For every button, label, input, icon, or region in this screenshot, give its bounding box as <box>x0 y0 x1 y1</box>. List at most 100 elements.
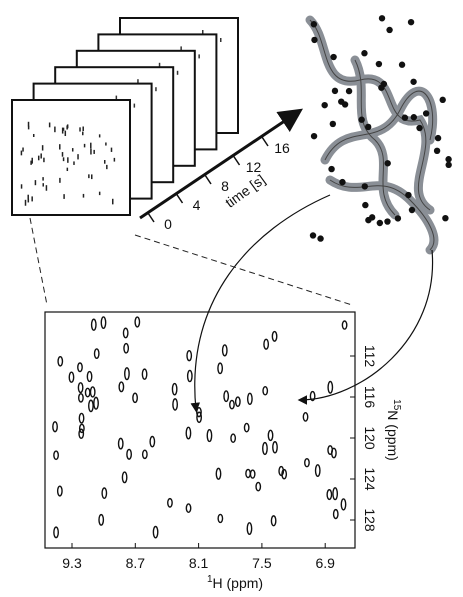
peak-small <box>99 134 101 137</box>
peak-small <box>106 165 108 169</box>
peak-small <box>42 177 44 180</box>
spectrum-stack <box>12 18 238 215</box>
peak-small <box>65 131 67 136</box>
peak-small <box>25 200 27 206</box>
peak-small <box>67 157 69 163</box>
x-tick-label: 8.7 <box>126 555 146 571</box>
atom <box>311 21 317 27</box>
zoom-line <box>135 235 352 305</box>
peak-small <box>22 148 24 152</box>
peak-small <box>114 158 116 162</box>
peak-small <box>63 157 65 161</box>
peak-small <box>35 180 37 185</box>
peak-small <box>28 199 30 203</box>
atom <box>440 97 446 103</box>
time-tick <box>148 213 154 222</box>
atom <box>362 202 368 208</box>
peak-small <box>99 192 101 195</box>
time-tick <box>177 194 183 203</box>
time-axis-label: time [s] <box>222 171 268 210</box>
peak-small <box>220 38 222 42</box>
peak-small <box>31 196 32 201</box>
peak-small <box>82 127 84 131</box>
y-axis-label: 15N (ppm) <box>385 399 402 461</box>
peak-small <box>79 127 81 131</box>
atom <box>399 62 405 68</box>
atom <box>311 37 317 43</box>
y-tick-label: 124 <box>362 467 378 491</box>
peak-small <box>155 87 157 91</box>
peak-small <box>42 145 44 150</box>
atom <box>445 156 451 162</box>
time-tick-label: 8 <box>221 178 229 194</box>
peak-small <box>84 144 86 148</box>
atom <box>442 215 448 221</box>
peak-small <box>90 149 92 155</box>
atom <box>310 232 316 238</box>
atom <box>321 102 327 108</box>
spectrum-frame <box>45 312 355 548</box>
y-tick-label: 128 <box>362 508 378 532</box>
peak-small <box>33 134 35 137</box>
atom <box>409 207 415 213</box>
atom <box>384 160 390 166</box>
time-tick <box>234 156 240 165</box>
y-label-sup: 15 <box>391 399 402 411</box>
peak-small <box>46 185 48 191</box>
peak-small <box>54 127 56 133</box>
peak-small <box>28 126 30 130</box>
peak-small <box>104 160 106 164</box>
atom <box>317 235 323 241</box>
spectrum-frame-small <box>12 100 130 215</box>
peak-small <box>42 183 44 186</box>
peak-small <box>43 158 45 163</box>
peak-small <box>59 144 61 149</box>
peak-small <box>28 122 30 127</box>
y-tick-label: 120 <box>362 426 378 450</box>
atom <box>332 88 338 94</box>
peak-small <box>67 168 69 171</box>
atom <box>376 61 382 67</box>
atom <box>423 110 429 116</box>
atom <box>365 124 371 130</box>
peak-small <box>21 184 23 188</box>
peak-small <box>73 161 75 165</box>
peak-small <box>62 152 64 157</box>
atom <box>362 183 368 189</box>
peak-small <box>82 132 84 136</box>
time-tick <box>262 137 268 146</box>
x-label: H (ppm) <box>213 575 264 591</box>
atom <box>434 148 440 154</box>
atom <box>445 162 451 168</box>
time-tick-label: 4 <box>193 197 201 213</box>
atom <box>408 19 414 25</box>
atom <box>386 27 392 33</box>
peak-small <box>21 151 23 156</box>
atom <box>378 84 384 90</box>
time-tick-label: 16 <box>274 140 290 156</box>
atom <box>377 220 383 226</box>
peak-small <box>38 156 40 161</box>
peak-small <box>91 174 93 179</box>
y-label: N (ppm) <box>385 410 401 461</box>
atom <box>384 218 390 224</box>
peak-small <box>93 150 95 154</box>
atom <box>435 135 441 141</box>
peak-small <box>90 143 92 149</box>
atom <box>365 217 371 223</box>
x-tick-label: 8.1 <box>189 555 209 571</box>
peak-small <box>105 142 107 145</box>
peak-small <box>177 71 179 75</box>
atom <box>410 79 416 85</box>
peak-small <box>49 123 51 128</box>
peak-small <box>111 148 113 152</box>
peak-small <box>198 54 200 58</box>
peak-small <box>30 161 32 165</box>
atom <box>338 98 344 104</box>
zoom-line <box>30 218 47 305</box>
x-tick-label: 6.9 <box>315 555 335 571</box>
atom <box>379 15 385 21</box>
peak-small <box>66 125 68 129</box>
peak-small <box>72 148 74 151</box>
time-tick-label: 0 <box>164 216 172 232</box>
